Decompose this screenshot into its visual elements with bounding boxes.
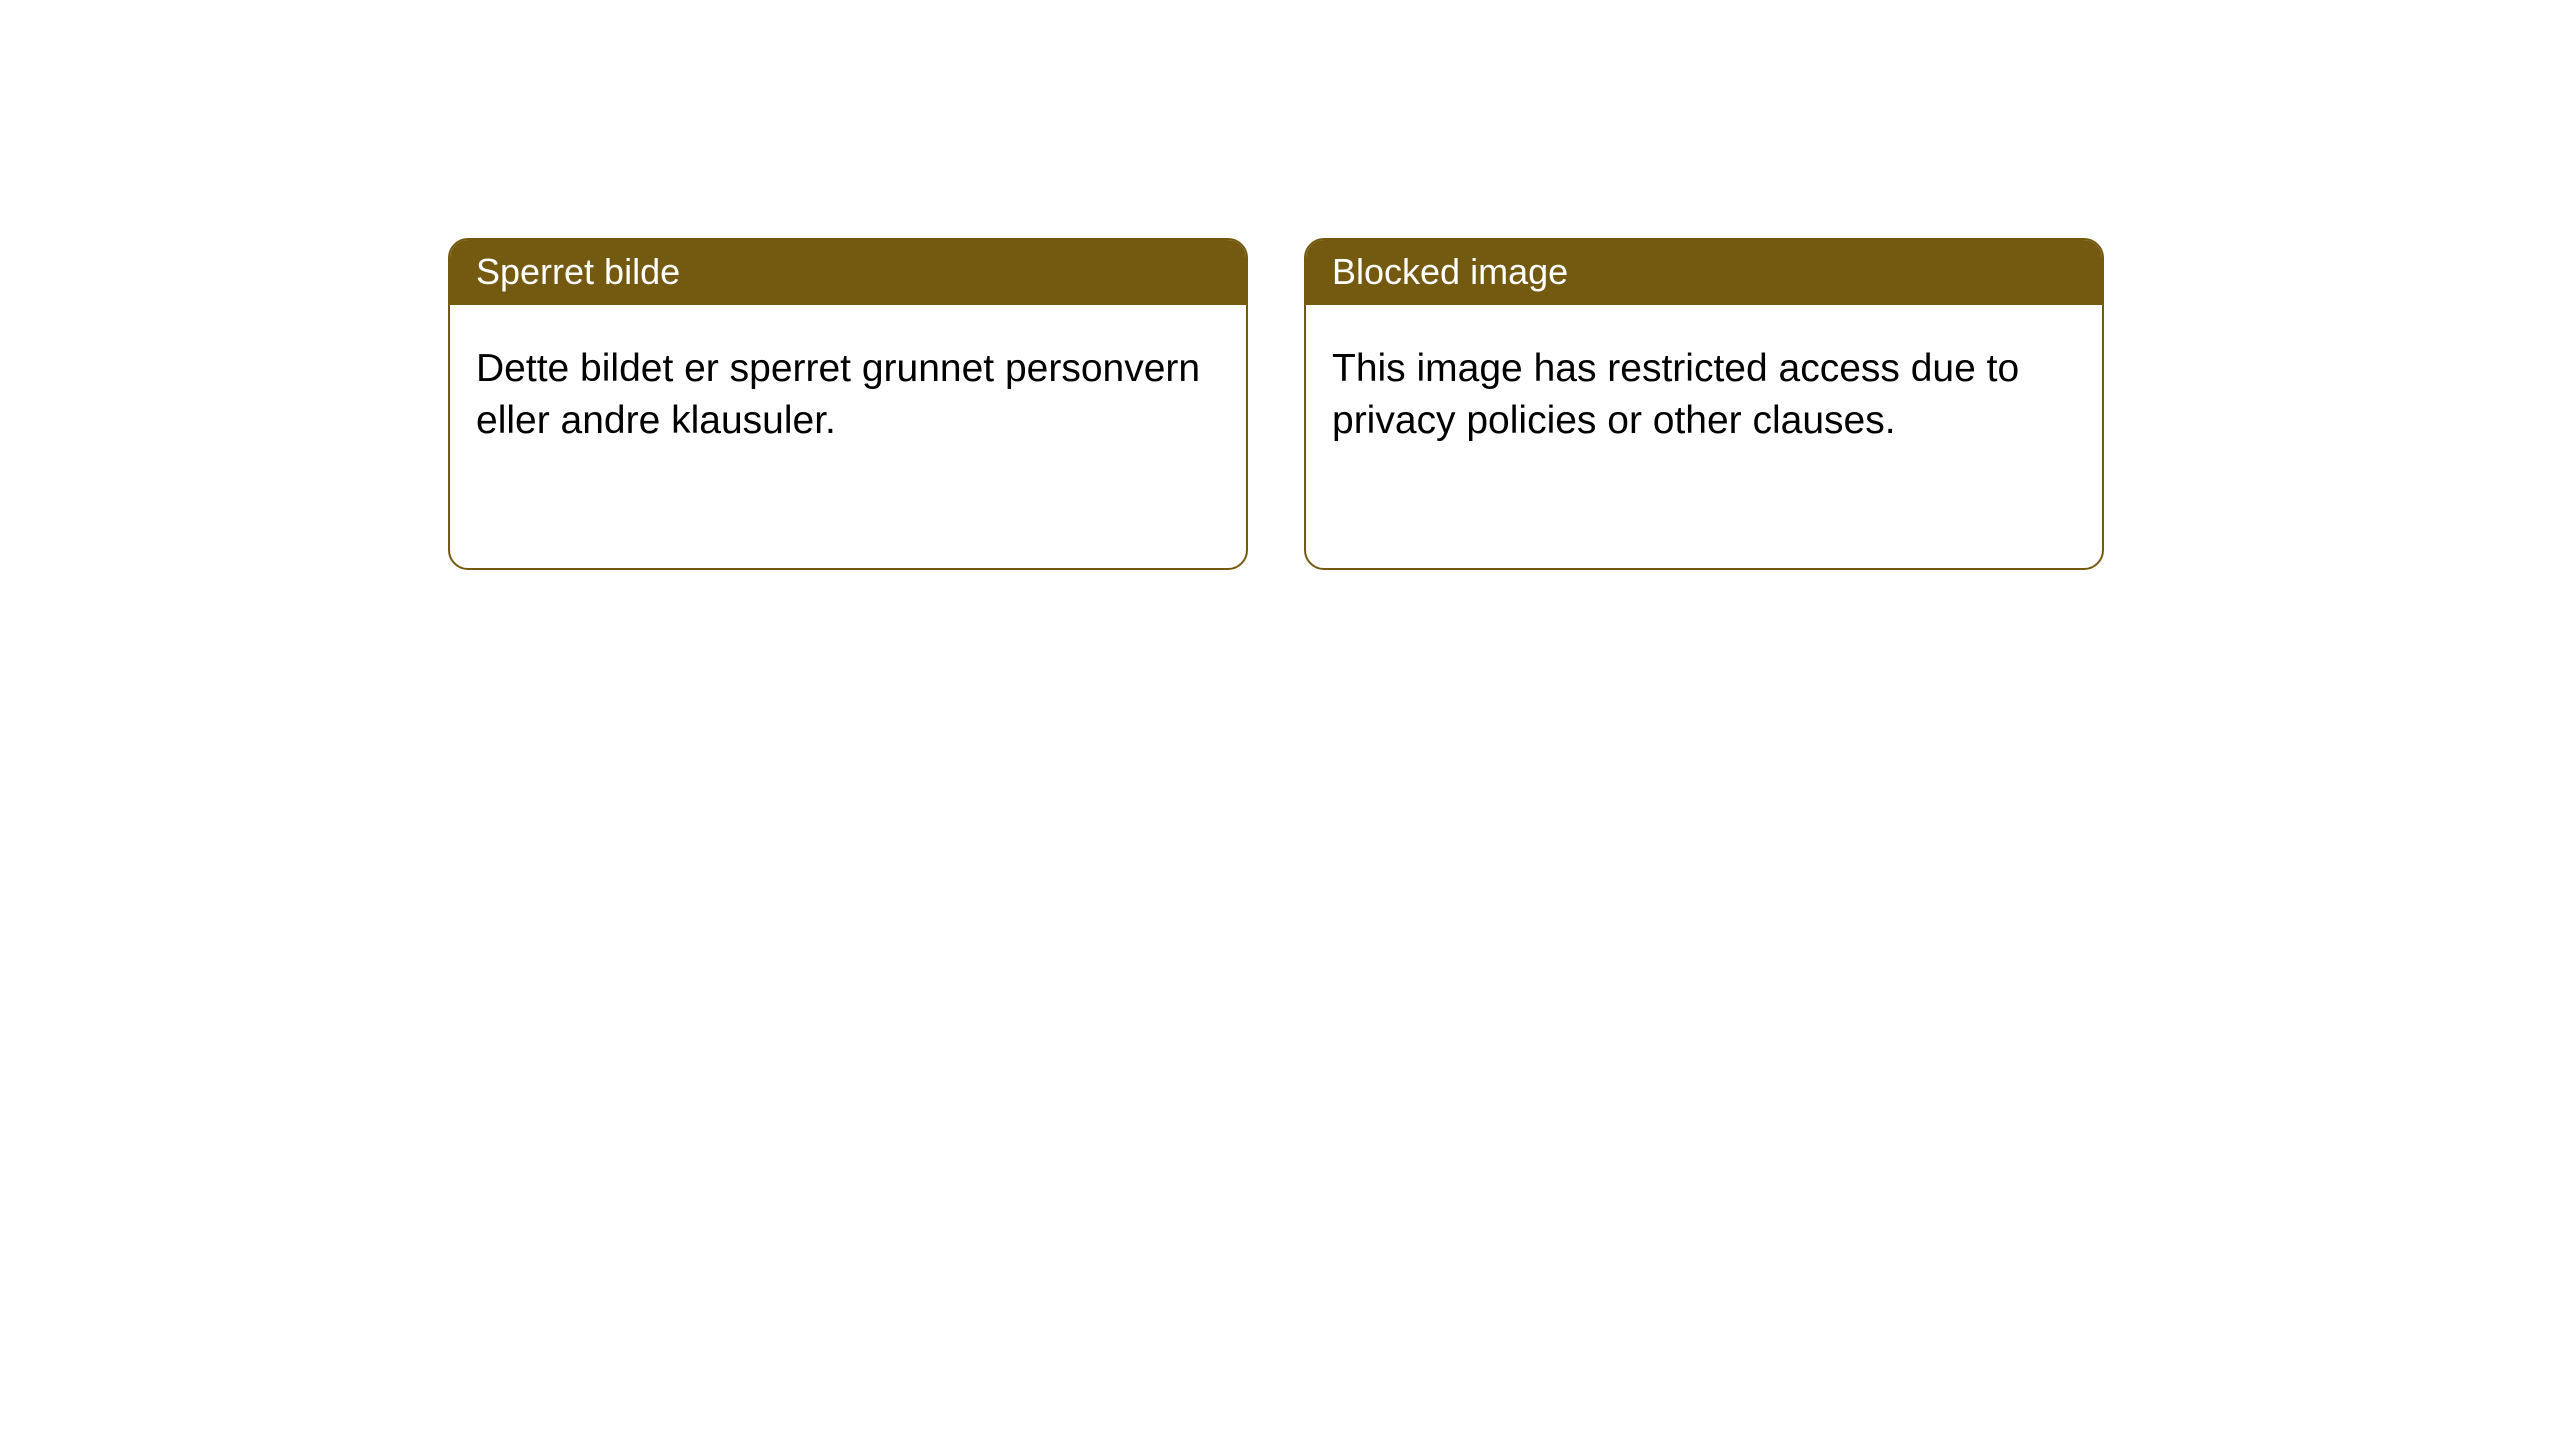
- notice-box-english: Blocked image This image has restricted …: [1304, 238, 2104, 570]
- notice-header: Sperret bilde: [450, 240, 1246, 305]
- notice-box-norwegian: Sperret bilde Dette bildet er sperret gr…: [448, 238, 1248, 570]
- notices-container: Sperret bilde Dette bildet er sperret gr…: [0, 0, 2560, 570]
- notice-body: This image has restricted access due to …: [1306, 305, 2102, 484]
- notice-header: Blocked image: [1306, 240, 2102, 305]
- notice-body: Dette bildet er sperret grunnet personve…: [450, 305, 1246, 484]
